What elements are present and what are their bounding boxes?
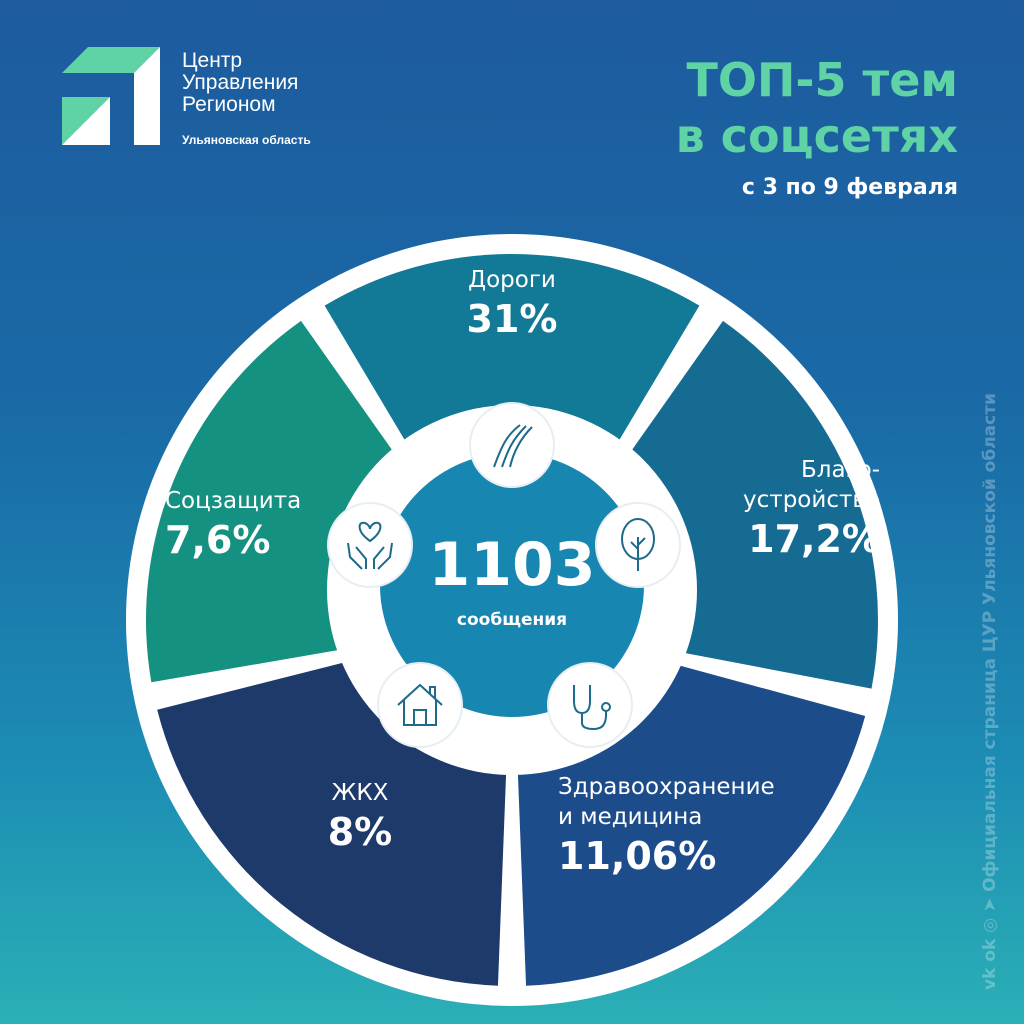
title-line1: ТОП-5 тем — [686, 53, 958, 107]
logo-mark — [62, 47, 160, 145]
label-improvement: Благо-устройство 17,2% — [690, 455, 880, 563]
vk-icon[interactable]: vk — [980, 967, 1000, 990]
ok-icon[interactable]: ok — [980, 938, 1000, 962]
road-icon — [469, 402, 555, 488]
instagram-icon[interactable]: ◎ — [980, 917, 1000, 933]
logo-line3: Регионом — [182, 93, 276, 116]
footer-vertical-text: vk ok ◎ ➤ Официальная страница ЦУР Ульян… — [980, 393, 1000, 990]
logo-line1: Центр — [182, 49, 243, 72]
label-roads: Дороги 31% — [412, 265, 612, 343]
logo-name: Центр Управления Регионом — [182, 50, 298, 116]
data-label: 31% — [466, 297, 558, 341]
stethoscope-icon — [547, 662, 633, 748]
category-label: Дороги — [468, 267, 556, 293]
date-range: с 3 по 9 февраля — [741, 175, 958, 200]
chart-center — [380, 453, 644, 717]
data-label: 11,06% — [558, 834, 717, 878]
tree-icon — [595, 502, 681, 588]
page-title: ТОП-5 тем в соцсетях — [676, 52, 958, 164]
data-label: 17,2% — [748, 517, 880, 561]
logo-line2: Управления — [182, 71, 299, 94]
official-page-text: Официальная страница ЦУР Ульяновской обл… — [980, 393, 1000, 892]
telegram-icon[interactable]: ➤ — [980, 897, 1000, 912]
category-label: Благо-устройство — [743, 457, 880, 513]
house-icon — [377, 662, 463, 748]
label-health: Здравоохранение и медицина 11,06% — [558, 772, 838, 880]
category-label: Здравоохранение и медицина — [558, 774, 775, 830]
data-label: 7,6% — [165, 518, 271, 562]
heart-hands-icon — [327, 502, 413, 588]
category-label: Соцзащита — [165, 488, 302, 514]
total-count: 1103 — [428, 530, 596, 600]
category-label: ЖКХ — [331, 780, 389, 806]
logo-subtitle: Ульяновская область — [182, 133, 311, 147]
data-label: 8% — [327, 810, 393, 854]
label-housing: ЖКХ 8% — [300, 778, 420, 856]
total-unit: сообщения — [456, 610, 568, 630]
label-social: Соцзащита 7,6% — [165, 486, 335, 564]
title-line2: в соцсетях — [675, 109, 958, 163]
